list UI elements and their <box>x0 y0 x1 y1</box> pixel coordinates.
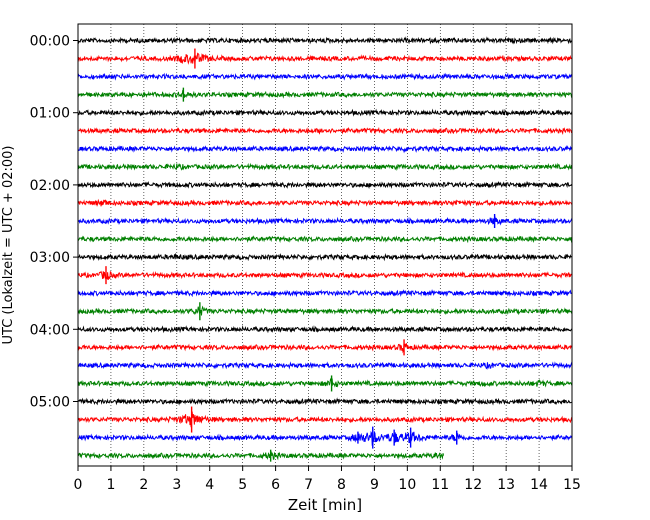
trace-0100 <box>77 108 573 117</box>
trace-0545 <box>77 451 445 461</box>
trace-0115 <box>77 126 573 135</box>
y-tick-label: 01:00 <box>30 106 70 122</box>
x-tick-label: 6 <box>271 477 280 493</box>
x-axis-label: Zeit [min] <box>288 496 362 514</box>
traces <box>77 36 573 462</box>
trace-0330 <box>77 288 573 298</box>
trace-0200 <box>77 180 573 190</box>
trace-0145 <box>77 162 573 171</box>
plot-background <box>78 24 572 466</box>
x-axis-ticks: 0 1 2 3 4 5 6 7 8 9 10 11 12 13 14 15 <box>74 466 581 493</box>
trace-0400 <box>77 325 573 334</box>
x-tick-label: 12 <box>464 477 482 493</box>
trace-0315 <box>77 270 572 281</box>
x-tick-label: 9 <box>370 477 379 493</box>
y-tick-label: 02:00 <box>30 178 70 194</box>
trace-0130 <box>77 144 573 154</box>
x-tick-label: 5 <box>238 477 247 493</box>
trace-0015 <box>77 52 573 65</box>
trace-0515 <box>77 411 573 428</box>
trace-0530 <box>77 430 573 446</box>
trace-0230 <box>77 215 573 226</box>
trace-0300 <box>77 252 573 262</box>
x-tick-label: 7 <box>304 477 313 493</box>
x-tick-label: 1 <box>106 477 115 493</box>
trace-0000 <box>77 36 573 45</box>
trace-0215 <box>77 198 573 208</box>
y-tick-label: 00:00 <box>30 34 70 50</box>
trace-0445 <box>77 377 573 388</box>
plot-frame <box>77 23 573 467</box>
y-axis-label: UTC (Lokalzeit = UTC + 02:00) <box>1 146 16 345</box>
x-tick-label: 2 <box>139 477 148 493</box>
y-tick-label: 04:00 <box>30 322 70 338</box>
y-axis-ticks: 00:00 01:00 02:00 03:00 04:00 05:00 <box>30 34 78 411</box>
trace-0245 <box>77 235 573 244</box>
x-tick-label: 11 <box>431 477 449 493</box>
trace-0030 <box>77 72 573 81</box>
y-tick-label: 05:00 <box>30 395 70 411</box>
x-tick-label: 14 <box>530 477 548 493</box>
y-tick-label: 03:00 <box>30 250 70 266</box>
trace-0500 <box>77 397 573 406</box>
trace-0430 <box>77 361 573 370</box>
trace-0045 <box>77 89 573 99</box>
x-tick-label: 0 <box>74 477 83 493</box>
x-tick-label: 10 <box>398 477 416 493</box>
x-tick-label: 13 <box>497 477 515 493</box>
x-tick-label: 3 <box>172 477 181 493</box>
trace-0415 <box>77 343 573 354</box>
x-tick-label: 15 <box>563 477 581 493</box>
x-tick-label: 8 <box>337 477 346 493</box>
trace-0345 <box>77 305 573 316</box>
x-tick-label: 4 <box>205 477 214 493</box>
